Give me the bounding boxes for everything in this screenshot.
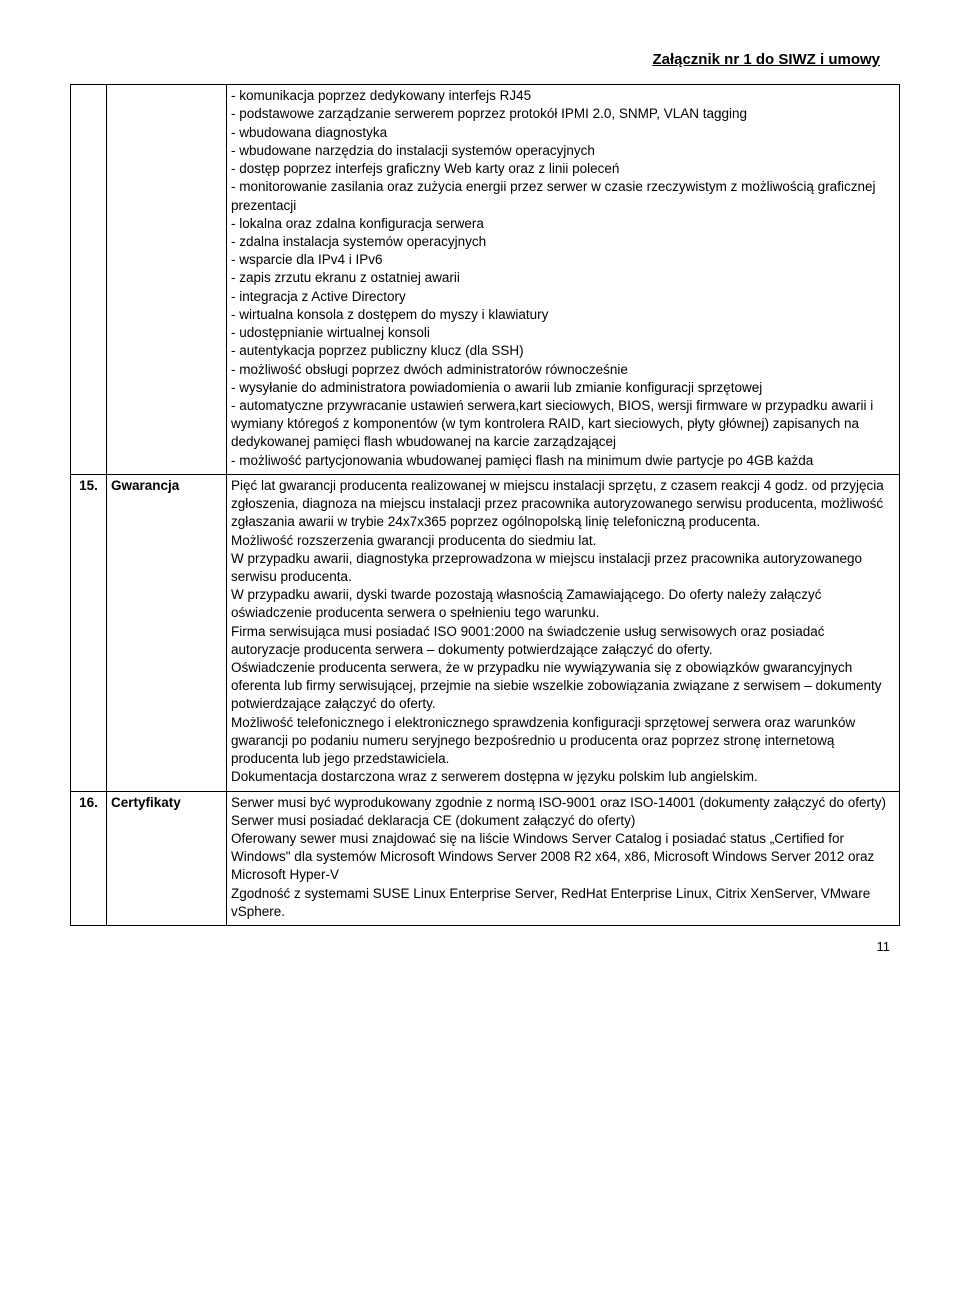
row-content: Serwer musi być wyprodukowany zgodnie z … [227, 791, 900, 926]
content-line: - lokalna oraz zdalna konfiguracja serwe… [231, 215, 895, 233]
content-line: - autentykacja poprzez publiczny klucz (… [231, 342, 895, 360]
content-line: Oświadczenie producenta serwera, że w pr… [231, 659, 895, 714]
content-line: Możliwość rozszerzenia gwarancji produce… [231, 532, 895, 550]
row-content: Pięć lat gwarancji producenta realizowan… [227, 474, 900, 791]
content-line: - wbudowana diagnostyka [231, 124, 895, 142]
content-line: - komunikacja poprzez dedykowany interfe… [231, 87, 895, 105]
content-line: - możliwość partycjonowania wbudowanej p… [231, 452, 895, 470]
row-number [71, 85, 107, 475]
row-label: Gwarancja [107, 474, 227, 791]
table-row: 16.CertyfikatySerwer musi być wyprodukow… [71, 791, 900, 926]
content-line: - integracja z Active Directory [231, 288, 895, 306]
content-line: Serwer musi być wyprodukowany zgodnie z … [231, 794, 895, 812]
content-line: - zapis zrzutu ekranu z ostatniej awarii [231, 269, 895, 287]
content-line: - dostęp poprzez interfejs graficzny Web… [231, 160, 895, 178]
content-line: Możliwość telefonicznego i elektroniczne… [231, 714, 895, 769]
row-number: 15. [71, 474, 107, 791]
content-line: - wbudowane narzędzia do instalacji syst… [231, 142, 895, 160]
content-line: Firma serwisująca musi posiadać ISO 9001… [231, 623, 895, 659]
content-line: - wirtualna konsola z dostępem do myszy … [231, 306, 895, 324]
content-line: Zgodność z systemami SUSE Linux Enterpri… [231, 885, 895, 921]
row-content: - komunikacja poprzez dedykowany interfe… [227, 85, 900, 475]
content-line: - wsparcie dla IPv4 i IPv6 [231, 251, 895, 269]
content-line: - udostępnianie wirtualnej konsoli [231, 324, 895, 342]
row-number: 16. [71, 791, 107, 926]
content-line: Pięć lat gwarancji producenta realizowan… [231, 477, 895, 532]
content-line: W przypadku awarii, dyski twarde pozosta… [231, 586, 895, 622]
content-line: - zdalna instalacja systemów operacyjnyc… [231, 233, 895, 251]
content-line: - możliwość obsługi poprzez dwóch admini… [231, 361, 895, 379]
page-number: 11 [70, 938, 900, 956]
page-container: Załącznik nr 1 do SIWZ i umowy - komunik… [0, 0, 960, 996]
content-line: Oferowany sewer musi znajdować się na li… [231, 830, 895, 885]
spec-table: - komunikacja poprzez dedykowany interfe… [70, 84, 900, 926]
content-line: W przypadku awarii, diagnostyka przeprow… [231, 550, 895, 586]
row-label: Certyfikaty [107, 791, 227, 926]
content-line: Serwer musi posiadać deklaracja CE (doku… [231, 812, 895, 830]
content-line: Dokumentacja dostarczona wraz z serwerem… [231, 768, 895, 786]
content-line: - wysyłanie do administratora powiadomie… [231, 379, 895, 397]
table-row: 15.GwarancjaPięć lat gwarancji producent… [71, 474, 900, 791]
content-line: - podstawowe zarządzanie serwerem poprze… [231, 105, 895, 123]
content-line: - automatyczne przywracanie ustawień ser… [231, 397, 895, 452]
row-label [107, 85, 227, 475]
document-header: Załącznik nr 1 do SIWZ i umowy [70, 50, 900, 70]
table-row: - komunikacja poprzez dedykowany interfe… [71, 85, 900, 475]
content-line: - monitorowanie zasilania oraz zużycia e… [231, 178, 895, 214]
